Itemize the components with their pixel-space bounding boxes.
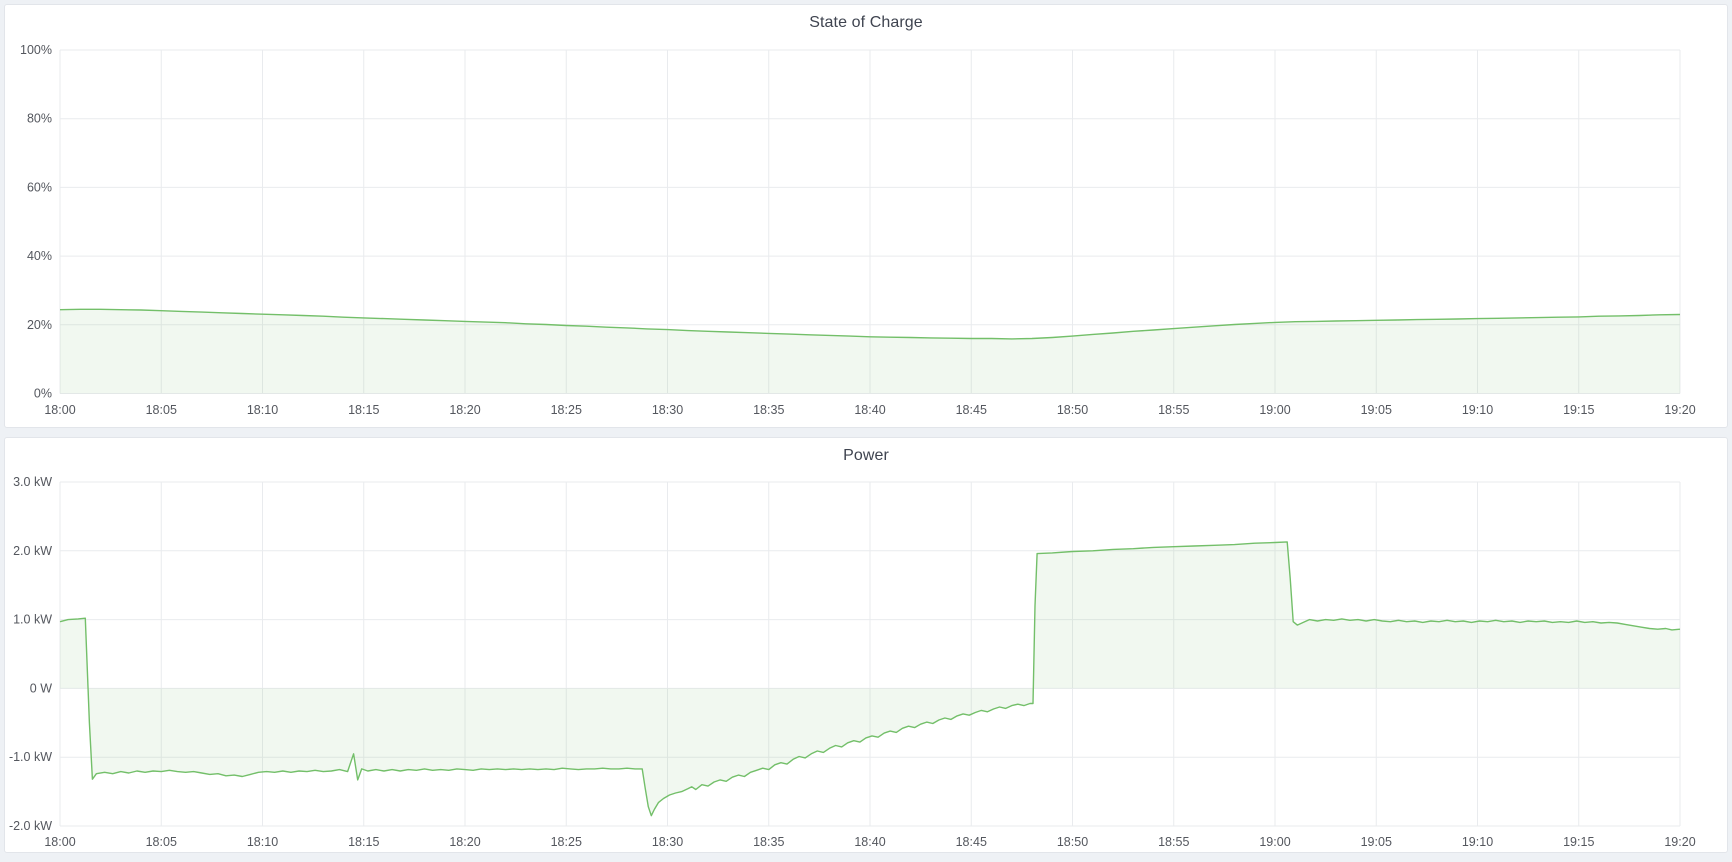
y-tick-label: 1.0 kW: [13, 613, 52, 627]
y-tick-label: 2.0 kW: [13, 544, 52, 558]
y-tick-label: 0 W: [30, 681, 52, 695]
power-series-line: [59, 541, 1681, 817]
x-tick-label: 18:05: [146, 403, 177, 417]
x-tick-label: 18:30: [652, 835, 683, 849]
x-tick-label: 19:20: [1664, 835, 1695, 849]
x-tick-label: 18:20: [449, 835, 480, 849]
x-tick-label: 18:45: [956, 403, 987, 417]
power-series-fill: [60, 541, 1680, 816]
x-tick-label: 18:45: [956, 835, 987, 849]
x-tick-label: 19:15: [1563, 403, 1594, 417]
plot-area[interactable]: [60, 482, 1680, 826]
x-tick-label: 19:10: [1462, 403, 1493, 417]
x-tick-label: 18:50: [1057, 403, 1088, 417]
x-tick-label: 18:15: [348, 835, 379, 849]
x-tick-label: 18:10: [247, 835, 278, 849]
y-tick-label: 40%: [27, 249, 52, 263]
plot-area[interactable]: [60, 50, 1680, 394]
y-tick-label: -1.0 kW: [9, 750, 52, 764]
x-tick-label: 18:10: [247, 403, 278, 417]
x-tick-label: 19:10: [1462, 835, 1493, 849]
panel-title-power[interactable]: Power: [843, 447, 889, 464]
y-tick-label: -2.0 kW: [9, 819, 52, 833]
y-tick-label: 3.0 kW: [13, 475, 52, 489]
x-tick-label: 18:20: [449, 403, 480, 417]
x-tick-label: 18:25: [551, 403, 582, 417]
y-tick-label: 0%: [34, 387, 52, 401]
y-tick-label: 60%: [27, 180, 52, 194]
state-of-charge-series-fill: [60, 309, 1680, 394]
x-tick-label: 18:35: [753, 403, 784, 417]
y-tick-label: 80%: [27, 112, 52, 126]
x-tick-label: 18:40: [854, 835, 885, 849]
x-tick-label: 18:00: [44, 403, 75, 417]
x-tick-label: 18:50: [1057, 835, 1088, 849]
x-tick-label: 18:15: [348, 403, 379, 417]
x-tick-label: 19:15: [1563, 835, 1594, 849]
x-tick-label: 18:40: [854, 403, 885, 417]
x-tick-label: 19:00: [1259, 403, 1290, 417]
x-tick-label: 18:05: [146, 835, 177, 849]
panel-power: Power 18:00 18:05 18:10 18:15 18:20 18:25 18:3…: [4, 437, 1728, 853]
x-tick-label: 19:20: [1664, 403, 1695, 417]
panel-state-of-charge: State of Charge 18:00 18:05 18:10 18:15 18:2…: [4, 4, 1728, 428]
x-tick-label: 18:00: [44, 835, 75, 849]
y-tick-label: 20%: [27, 318, 52, 332]
panel-title-state-of-charge[interactable]: State of Charge: [809, 14, 923, 31]
x-tick-label: 18:30: [652, 403, 683, 417]
x-tick-label: 19:05: [1361, 835, 1392, 849]
state-of-charge-series-line: [59, 308, 1681, 340]
soc-chart-svg: 18:00 18:05 18:10 18:15 18:20 18:25 18:30 18:35…: [20, 43, 1696, 417]
x-tick-label: 18:35: [753, 835, 784, 849]
power-chart-svg: 18:00 18:05 18:10 18:15 18:20 18:25 18:30 18:35…: [9, 475, 1696, 849]
x-tick-label: 19:05: [1361, 403, 1392, 417]
x-tick-label: 18:55: [1158, 403, 1189, 417]
x-tick-label: 18:55: [1158, 835, 1189, 849]
x-tick-label: 18:25: [551, 835, 582, 849]
y-tick-label: 100%: [20, 43, 52, 57]
x-tick-label: 19:00: [1259, 835, 1290, 849]
